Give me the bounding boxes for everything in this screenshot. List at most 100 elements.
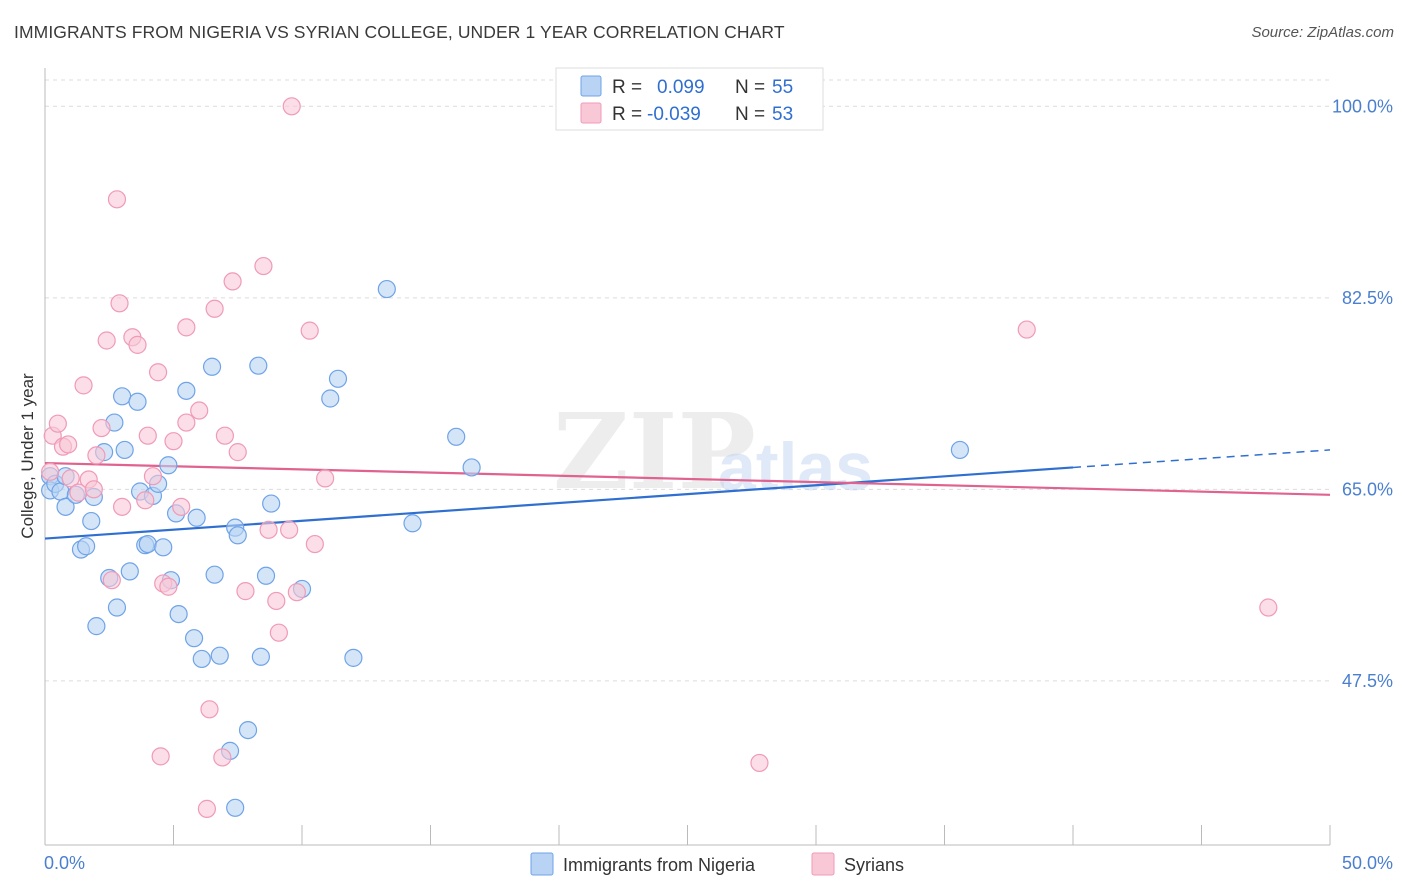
point-nigeria (344, 648, 363, 667)
point-syrians (750, 753, 769, 773)
legend-label-nigeria: Immigrants from Nigeria (563, 855, 756, 875)
point-syrians (148, 363, 168, 382)
stats-legend: R = 0.099 N = 55 R = -0.039 N = 53 (555, 67, 824, 131)
point-syrians (74, 376, 93, 395)
stats-legend-swatch-syrians (580, 102, 602, 124)
point-nigeria (112, 387, 132, 406)
point-syrians (197, 799, 217, 818)
point-nigeria (377, 279, 396, 299)
stats-legend-r-value: 0.099 (657, 77, 705, 98)
x-tick-label-max: 50.0% (1342, 853, 1393, 873)
trend-line-0 (44, 466, 1074, 540)
point-nigeria (56, 497, 75, 516)
point-nigeria (256, 566, 276, 585)
point-syrians (136, 491, 155, 510)
series-legend: Immigrants from Nigeria Syrians (530, 852, 904, 876)
point-nigeria (202, 357, 222, 376)
trend-line-extension-0 (1072, 449, 1331, 469)
point-syrians (259, 520, 278, 539)
point-syrians (316, 469, 335, 488)
point-nigeria (115, 440, 134, 460)
point-nigeria (159, 456, 178, 475)
point-syrians (280, 520, 299, 539)
point-nigeria (184, 629, 204, 648)
y-tick-label: 47.5% (1342, 671, 1393, 691)
point-nigeria (187, 508, 206, 527)
x-tick-label-min: 0.0% (44, 853, 85, 873)
point-syrians (190, 401, 209, 420)
stats-legend-r-label: R = (612, 104, 642, 125)
trend-line-1 (44, 461, 1331, 496)
stats-legend-n-value: 55 (772, 77, 793, 98)
point-nigeria (120, 562, 139, 581)
stats-legend-r-label: R = (612, 77, 642, 98)
watermark-atlas: atlas (718, 429, 873, 505)
point-nigeria (154, 538, 173, 557)
point-syrians (282, 97, 301, 116)
point-syrians (102, 571, 121, 590)
point-nigeria (82, 511, 101, 531)
point-syrians (228, 443, 247, 462)
point-syrians (223, 272, 242, 291)
point-syrians (1017, 320, 1036, 339)
chart-title: IMMIGRANTS FROM NIGERIA VS SYRIAN COLLEG… (14, 22, 785, 42)
point-nigeria (226, 798, 245, 817)
point-syrians (254, 256, 273, 276)
point-syrians (128, 335, 147, 354)
point-nigeria (950, 440, 970, 460)
point-syrians (200, 700, 219, 719)
point-syrians (110, 294, 129, 313)
point-syrians (48, 414, 67, 433)
legend-swatch-syrians (811, 852, 835, 876)
chart-source: Source: ZipAtlas.com (1251, 24, 1394, 41)
stats-legend-n-label: N = (735, 77, 765, 98)
stats-legend-swatch-nigeria (580, 75, 602, 97)
point-nigeria (403, 514, 422, 533)
point-syrians (177, 413, 196, 432)
point-syrians (267, 591, 286, 611)
point-nigeria (249, 356, 268, 375)
point-nigeria (321, 389, 340, 408)
point-nigeria (210, 646, 229, 665)
point-nigeria (205, 565, 224, 584)
point-nigeria (447, 427, 466, 446)
point-nigeria (87, 617, 106, 636)
y-tick-label: 82.5% (1342, 288, 1393, 308)
axes (44, 68, 1331, 846)
point-syrians (59, 435, 78, 454)
point-syrians (287, 583, 306, 602)
point-syrians (236, 582, 255, 601)
point-syrians (87, 446, 106, 465)
point-nigeria (262, 494, 281, 513)
point-syrians (97, 331, 116, 350)
y-axis-label: College, Under 1 year (18, 373, 37, 539)
y-tick-label: 65.0% (1342, 479, 1393, 499)
point-syrians (1259, 598, 1278, 617)
point-nigeria (192, 649, 211, 669)
x-tick-labels: 0.0% 50.0% (44, 853, 1393, 873)
point-syrians (215, 426, 234, 445)
legend-swatch-nigeria (530, 852, 554, 876)
y-tick-label: 100.0% (1332, 96, 1393, 116)
y-tick-labels: 100.0% 82.5% 65.0% 47.5% (1332, 96, 1393, 691)
point-syrians (84, 480, 103, 499)
point-nigeria (177, 381, 196, 400)
stats-legend-n-value: 53 (772, 104, 793, 125)
point-syrians (138, 426, 157, 445)
point-nigeria (138, 534, 157, 554)
watermark: ZIP atlas (553, 390, 873, 513)
point-syrians (107, 190, 127, 209)
point-nigeria (328, 369, 348, 388)
point-syrians (61, 469, 80, 488)
point-nigeria (228, 526, 247, 545)
stats-legend-n-label: N = (735, 104, 765, 125)
point-syrians (92, 418, 111, 438)
point-syrians (300, 321, 319, 340)
legend-label-syrians: Syrians (844, 855, 904, 875)
point-syrians (164, 432, 183, 451)
point-nigeria (169, 604, 188, 624)
point-syrians (269, 623, 288, 642)
trend-lines (44, 449, 1331, 540)
point-syrians (172, 497, 191, 516)
